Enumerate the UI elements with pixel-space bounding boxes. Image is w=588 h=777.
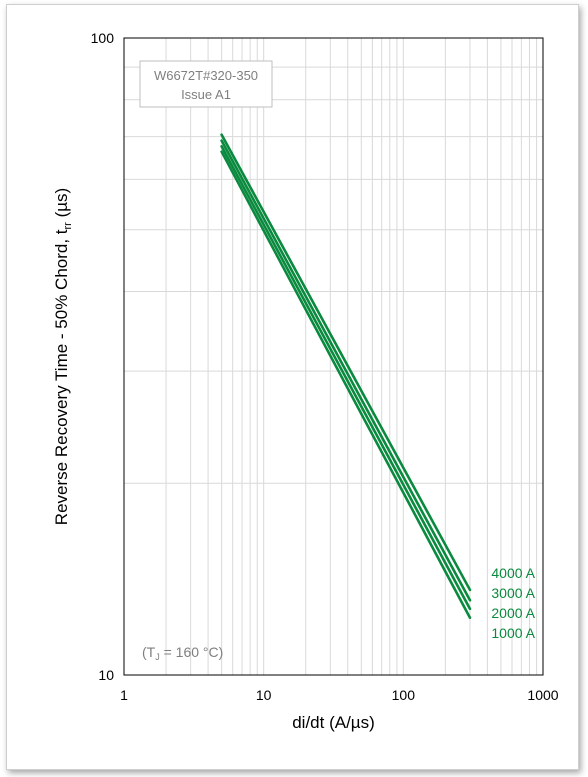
series-lines	[220, 133, 472, 620]
chart-frame: 1 10 100 1000 10 100 di/dt (A/µs) Revers…	[6, 4, 579, 770]
series-line-4000a	[220, 133, 472, 592]
y-axis-title-subscript: rr	[62, 222, 74, 230]
part-number-box-border	[139, 60, 273, 108]
y-axis-title-unit: (µs)	[52, 188, 71, 222]
condition-subscript: J	[155, 652, 160, 662]
condition-suffix: = 160 °C)	[160, 644, 224, 660]
chart: 1 10 100 1000 10 100 di/dt (A/µs) Revers…	[52, 30, 559, 732]
plot-border	[123, 37, 544, 676]
y-axis-title-main: Reverse Recovery Time - 50% Chord, t	[52, 229, 71, 525]
y-tick-label: 10	[98, 667, 114, 683]
y-axis-title: Reverse Recovery Time - 50% Chord, trr (…	[52, 188, 74, 525]
part-number-box: W6672T#320-350 Issue A1	[139, 60, 273, 108]
series-label-3000a: 3000 A	[491, 585, 535, 601]
x-tick-label: 10	[256, 687, 272, 703]
condition-prefix: (T	[142, 644, 156, 660]
series-line-1000a	[220, 150, 472, 620]
y-tick-label: 100	[91, 30, 115, 46]
junction-temperature-condition: (TJ = 160 °C)	[142, 644, 223, 662]
y-tick-labels: 10 100	[91, 30, 115, 683]
series-label-4000a: 4000 A	[491, 565, 535, 581]
series-line-2000a	[220, 145, 472, 611]
x-tick-label: 1	[120, 687, 128, 703]
part-number-text: W6672T#320-350	[154, 68, 258, 83]
x-tick-label: 1000	[527, 687, 558, 703]
x-axis-title: di/dt (A/µs)	[292, 713, 375, 732]
x-tick-labels: 1 10 100 1000	[120, 687, 559, 703]
grid	[124, 38, 543, 675]
issue-text: Issue A1	[181, 87, 231, 102]
series-label-2000a: 2000 A	[491, 605, 535, 621]
series-label-1000a: 1000 A	[491, 625, 535, 641]
x-tick-label: 100	[392, 687, 416, 703]
series-line-3000a	[220, 139, 472, 602]
series-labels: 4000 A 3000 A 2000 A 1000 A	[491, 565, 535, 641]
